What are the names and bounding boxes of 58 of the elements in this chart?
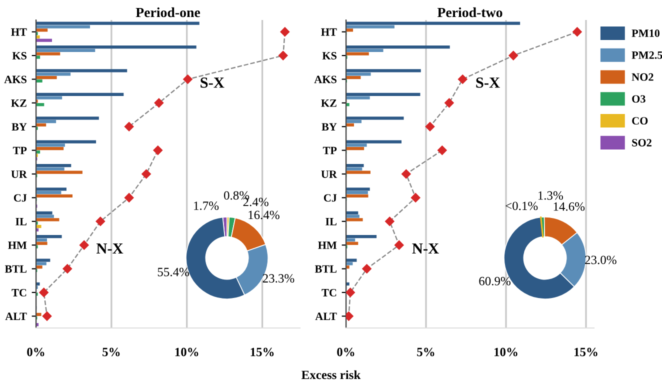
series-label: N-X <box>96 243 124 254</box>
legend-label: PM2.5 <box>632 51 662 59</box>
data-label: 2.4% <box>243 198 268 206</box>
x-tick-label: 5% <box>102 348 120 356</box>
chart-title: Period-one <box>136 7 200 18</box>
data-label: 1.3% <box>538 191 563 200</box>
data-label: 60.9% <box>479 276 510 286</box>
legend-label: O3 <box>632 95 646 103</box>
data-label: 16.4% <box>248 210 280 220</box>
y-tick-label: ALT <box>315 312 337 320</box>
x-tick-label: 10% <box>494 348 518 356</box>
x-axis-title: Excess risk <box>302 370 361 380</box>
x-tick-label: 0% <box>27 348 44 356</box>
y-tick-label: TP <box>322 146 337 154</box>
y-tick-label: KS <box>12 52 26 60</box>
data-label: <0.1% <box>506 202 538 210</box>
series-label: N-X <box>412 243 439 254</box>
y-tick-label: TC <box>12 288 26 296</box>
x-tick-label: 15% <box>574 348 598 356</box>
y-tick-label: AKS <box>314 76 336 84</box>
y-tick-label: HM <box>8 242 27 249</box>
legend-label: NO2 <box>632 73 654 81</box>
chart-title: Period-two <box>437 7 502 18</box>
y-tick-label: BY <box>12 123 27 131</box>
series-label: S-X <box>476 78 500 88</box>
legend-label: CO <box>632 117 648 125</box>
y-tick-label: BTL <box>4 265 27 273</box>
y-tick-label: TC <box>322 288 336 296</box>
x-tick-label: 10% <box>175 348 198 356</box>
y-tick-label: KZ <box>11 100 26 107</box>
y-tick-label: KZ <box>321 100 336 107</box>
y-tick-label: HM <box>318 242 337 249</box>
y-tick-label: IL <box>326 218 337 226</box>
y-tick-label: KS <box>322 52 336 60</box>
data-label: 23.0% <box>585 256 616 264</box>
data-label: 14.6% <box>554 202 585 211</box>
data-label: 1.7% <box>194 202 219 210</box>
legend-label: SO2 <box>632 138 652 146</box>
data-label: 0.8% <box>224 191 250 200</box>
y-tick-label: AKS <box>4 76 26 84</box>
data-label: 23.3% <box>262 274 294 283</box>
y-tick-label: ALT <box>5 312 27 320</box>
series-label: S-X <box>200 78 224 88</box>
x-tick-label: 5% <box>417 348 434 356</box>
x-tick-label: 0% <box>337 348 354 356</box>
x-tick-label: 15% <box>250 348 274 356</box>
legend-label: PM10 <box>632 30 660 37</box>
y-tick-label: BTL <box>314 265 337 273</box>
y-tick-label: HT <box>321 28 337 36</box>
y-tick-label: TP <box>12 146 27 154</box>
y-tick-label: CJ <box>14 194 27 202</box>
y-tick-label: HT <box>11 28 27 36</box>
y-tick-label: UR <box>11 170 28 178</box>
y-tick-label: UR <box>321 170 338 178</box>
y-tick-label: CJ <box>324 194 337 202</box>
y-tick-label: BY <box>322 123 337 131</box>
y-tick-label: IL <box>16 218 27 226</box>
data-label: 55.4% <box>158 268 190 276</box>
